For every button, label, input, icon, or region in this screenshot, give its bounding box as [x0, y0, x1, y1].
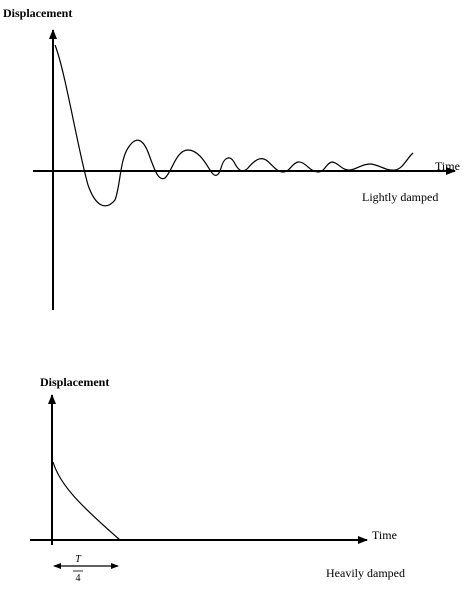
decay-curve [52, 461, 121, 541]
y-axis-label: Displacement [3, 6, 72, 20]
y-axis-label: Displacement [40, 375, 109, 389]
lightly-damped-graph: Displacement Time Lightly damped [3, 6, 460, 310]
heavily-damped-graph: Displacement Time T 4 Heavily damped [30, 375, 405, 584]
x-axis-label: Time [435, 159, 460, 173]
caption: Heavily damped [326, 566, 405, 580]
caption: Lightly damped [362, 190, 438, 204]
interval-denominator: 4 [76, 573, 81, 584]
interval-numerator: T [75, 554, 82, 565]
x-axis-label: Time [372, 528, 397, 542]
oscillation-curve [54, 44, 414, 207]
